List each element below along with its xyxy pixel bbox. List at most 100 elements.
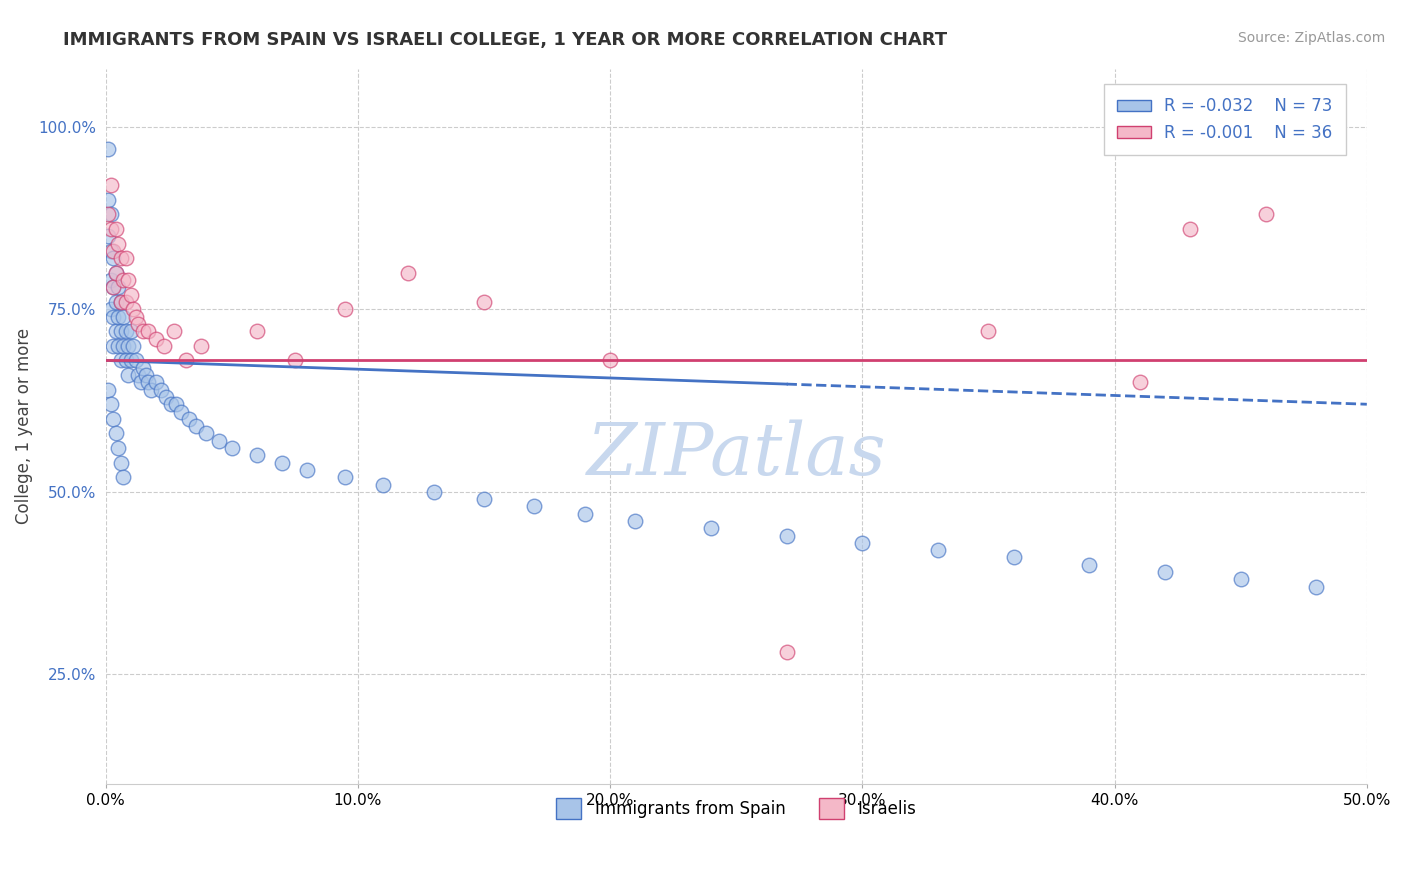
Point (335, 302, 357, 317)
Point (100, 222, 122, 236)
Point (208, 434, 231, 448)
Text: Source: ZipAtlas.com: Source: ZipAtlas.com (1237, 31, 1385, 45)
Point (1180, 222, 1202, 236)
Point (100, 273, 122, 287)
Point (97, 207, 120, 221)
Point (977, 324, 1000, 338)
Point (101, 412, 124, 426)
Point (101, 280, 124, 294)
Y-axis label: College, 1 year or more: College, 1 year or more (15, 328, 32, 524)
Point (112, 310, 135, 324)
Point (127, 368, 149, 382)
Point (114, 324, 136, 338)
Point (101, 244, 124, 258)
Point (120, 353, 142, 368)
Point (125, 353, 148, 368)
Point (927, 543, 949, 558)
Point (100, 178, 122, 193)
Point (165, 397, 187, 411)
Point (246, 448, 269, 462)
Point (1078, 558, 1101, 572)
Point (422, 484, 444, 499)
Point (112, 273, 135, 287)
Point (110, 295, 132, 310)
Point (104, 266, 127, 280)
Point (107, 280, 129, 294)
Point (112, 339, 135, 353)
Point (1129, 376, 1152, 390)
Point (624, 514, 647, 528)
Point (155, 390, 177, 404)
Point (138, 376, 160, 390)
Point (114, 353, 136, 368)
Point (132, 324, 155, 338)
Point (104, 222, 127, 236)
Point (1002, 550, 1025, 565)
Point (1254, 207, 1277, 221)
Text: IMMIGRANTS FROM SPAIN VS ISRAELI COLLEGE, 1 YEAR OR MORE CORRELATION CHART: IMMIGRANTS FROM SPAIN VS ISRAELI COLLEGE… (63, 31, 948, 49)
Point (160, 397, 183, 411)
Legend: Immigrants from Spain, Israelis: Immigrants from Spain, Israelis (550, 792, 922, 825)
Point (97, 142, 120, 156)
Point (284, 353, 307, 368)
Point (104, 426, 127, 441)
Point (335, 470, 357, 484)
Point (190, 339, 212, 353)
Point (271, 456, 294, 470)
Point (138, 324, 160, 338)
Point (472, 492, 495, 507)
Point (163, 324, 186, 338)
Point (122, 339, 145, 353)
Point (135, 368, 157, 382)
Point (100, 302, 122, 317)
Point (599, 353, 621, 368)
Point (101, 339, 124, 353)
Point (145, 376, 167, 390)
Point (110, 353, 132, 368)
Point (100, 244, 122, 258)
Point (170, 404, 193, 418)
Point (112, 470, 135, 484)
Point (775, 528, 797, 542)
Point (246, 324, 269, 338)
Point (145, 332, 167, 346)
Point (132, 360, 155, 375)
Point (472, 295, 495, 310)
Point (110, 295, 132, 310)
Point (700, 521, 723, 535)
Point (152, 339, 174, 353)
Point (177, 412, 200, 426)
Point (110, 324, 132, 338)
Point (122, 302, 145, 317)
Point (1305, 580, 1327, 594)
Point (139, 383, 162, 397)
Point (107, 236, 129, 251)
Point (107, 441, 129, 455)
Point (186, 419, 208, 434)
Point (104, 324, 127, 338)
Point (574, 507, 596, 521)
Point (97, 229, 120, 244)
Point (110, 252, 132, 266)
Point (104, 295, 127, 310)
Point (120, 287, 142, 301)
Point (110, 456, 132, 470)
Point (371, 477, 394, 491)
Point (221, 441, 243, 455)
Point (104, 266, 127, 280)
Point (100, 397, 122, 411)
Point (120, 324, 142, 338)
Point (396, 266, 419, 280)
Point (101, 252, 124, 266)
Point (117, 273, 139, 287)
Point (1154, 565, 1177, 579)
Point (97, 383, 120, 397)
Point (114, 295, 136, 310)
Point (101, 280, 124, 294)
Point (775, 645, 797, 659)
Point (100, 207, 122, 221)
Point (107, 310, 129, 324)
Point (1229, 573, 1251, 587)
Point (101, 310, 124, 324)
Point (176, 353, 198, 368)
